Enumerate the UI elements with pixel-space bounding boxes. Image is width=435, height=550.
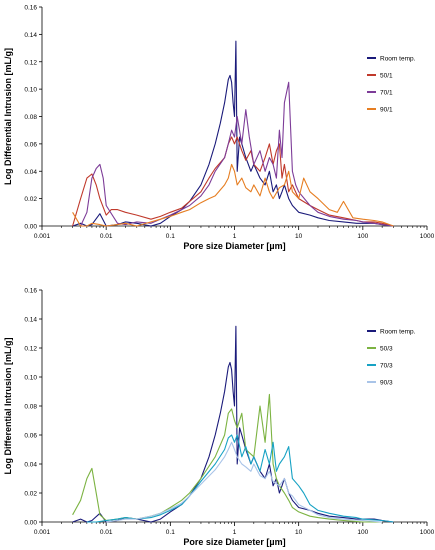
y-tick-label: 0.16 (24, 5, 37, 12)
x-axis-title: Pore size Diameter [µm] (183, 241, 285, 251)
y-tick-label: 0.14 (24, 32, 37, 39)
x-tick-label: 1000 (420, 529, 435, 536)
series-line-2 (80, 81, 394, 227)
legend-label: 50/3 (380, 346, 393, 353)
y-tick-label: 0.12 (24, 59, 37, 66)
y-tick-label: 0.10 (24, 87, 37, 94)
x-axis-title: Pore size Diameter [µm] (183, 537, 285, 547)
legend-label: 70/3 (380, 363, 393, 370)
y-tick-label: 0.14 (24, 317, 37, 324)
y-tick-label: 0.00 (24, 224, 37, 231)
y-axis-title: Log Differential Intrusion [mL/g] (3, 338, 13, 475)
x-tick-label: 0.001 (34, 529, 51, 536)
y-tick-label: 0.10 (24, 375, 37, 382)
x-tick-label: 10 (295, 529, 303, 536)
series-line-1 (72, 393, 383, 523)
legend-label: 90/3 (380, 380, 393, 387)
y-tick-label: 0.06 (24, 141, 37, 148)
x-tick-label: 0.01 (100, 233, 113, 240)
series-line-1 (72, 136, 394, 227)
x-tick-label: 1000 (420, 233, 435, 240)
y-tick-label: 0.04 (24, 169, 37, 176)
legend-label: 50/1 (380, 73, 393, 80)
legend-label: 90/1 (380, 107, 393, 114)
legend-label: 70/1 (380, 90, 393, 97)
series-line-3 (106, 441, 383, 523)
y-axis-title: Log Differential Intrusion [mL/g] (3, 48, 13, 185)
x-tick-label: 0.1 (166, 233, 175, 240)
series-line-2 (86, 434, 394, 523)
y-tick-label: 0.12 (24, 346, 37, 353)
x-tick-label: 100 (357, 233, 368, 240)
x-tick-label: 1 (233, 233, 237, 240)
chart-top: 0.00 0.02 0.04 0.06 0.08 0.10 0.12 0.14 0.16 0.00… (3, 5, 435, 252)
x-tick-label: 0.1 (166, 529, 175, 536)
series-line-3 (72, 163, 394, 227)
x-tick-label: 10 (295, 233, 303, 240)
x-tick-label: 1 (233, 529, 237, 536)
x-tick-label: 100 (357, 529, 368, 536)
y-tick-label: 0.02 (24, 491, 37, 498)
y-tick-label: 0.02 (24, 196, 37, 203)
x-tick-label: 0.01 (100, 529, 113, 536)
y-tick-label: 0.08 (24, 404, 37, 411)
legend-label: Room temp. (380, 329, 416, 336)
y-tick-label: 0.06 (24, 433, 37, 440)
y-tick-label: 0.04 (24, 462, 37, 469)
y-tick-label: 0.16 (24, 288, 37, 295)
series-line-0 (72, 325, 394, 523)
y-tick-label: 0.00 (24, 520, 37, 527)
legend-label: Room temp. (380, 56, 416, 63)
x-tick-label: 0.001 (34, 233, 51, 240)
chart-bottom: 0.00 0.02 0.04 0.06 0.08 0.10 0.12 0.14 0.16 0.00… (3, 288, 435, 548)
y-tick-label: 0.08 (24, 114, 37, 121)
